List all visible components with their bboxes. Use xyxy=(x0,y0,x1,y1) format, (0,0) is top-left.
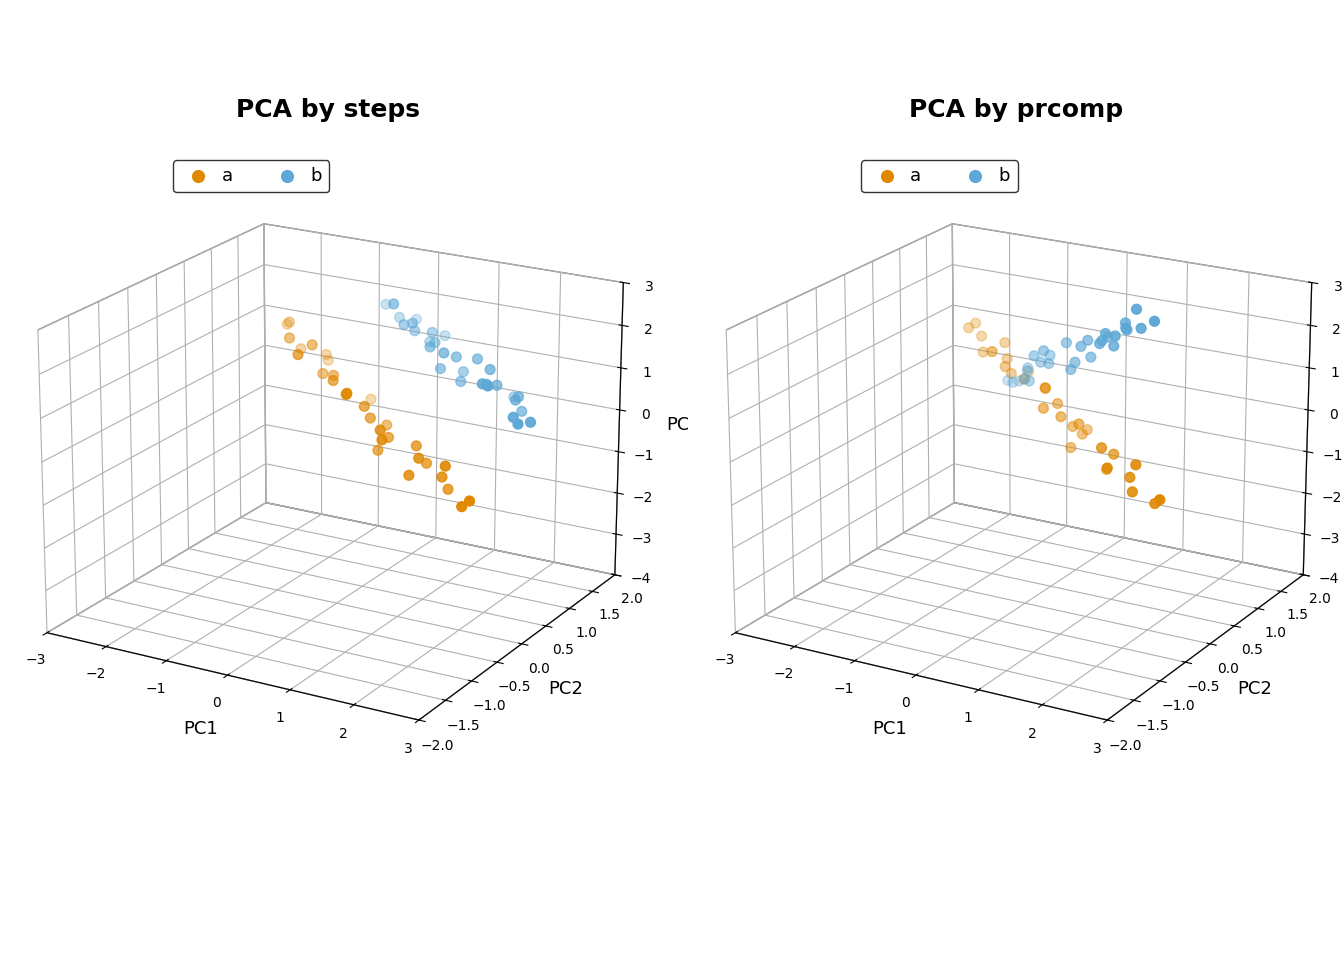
Y-axis label: PC2: PC2 xyxy=(548,680,583,698)
Title: PCA by prcomp: PCA by prcomp xyxy=(909,98,1124,122)
Y-axis label: PC2: PC2 xyxy=(1236,680,1271,698)
Legend: a, b: a, b xyxy=(862,160,1017,192)
X-axis label: PC1: PC1 xyxy=(872,720,906,738)
Legend: a, b: a, b xyxy=(173,160,329,192)
X-axis label: PC1: PC1 xyxy=(183,720,218,738)
Title: PCA by steps: PCA by steps xyxy=(235,98,419,122)
